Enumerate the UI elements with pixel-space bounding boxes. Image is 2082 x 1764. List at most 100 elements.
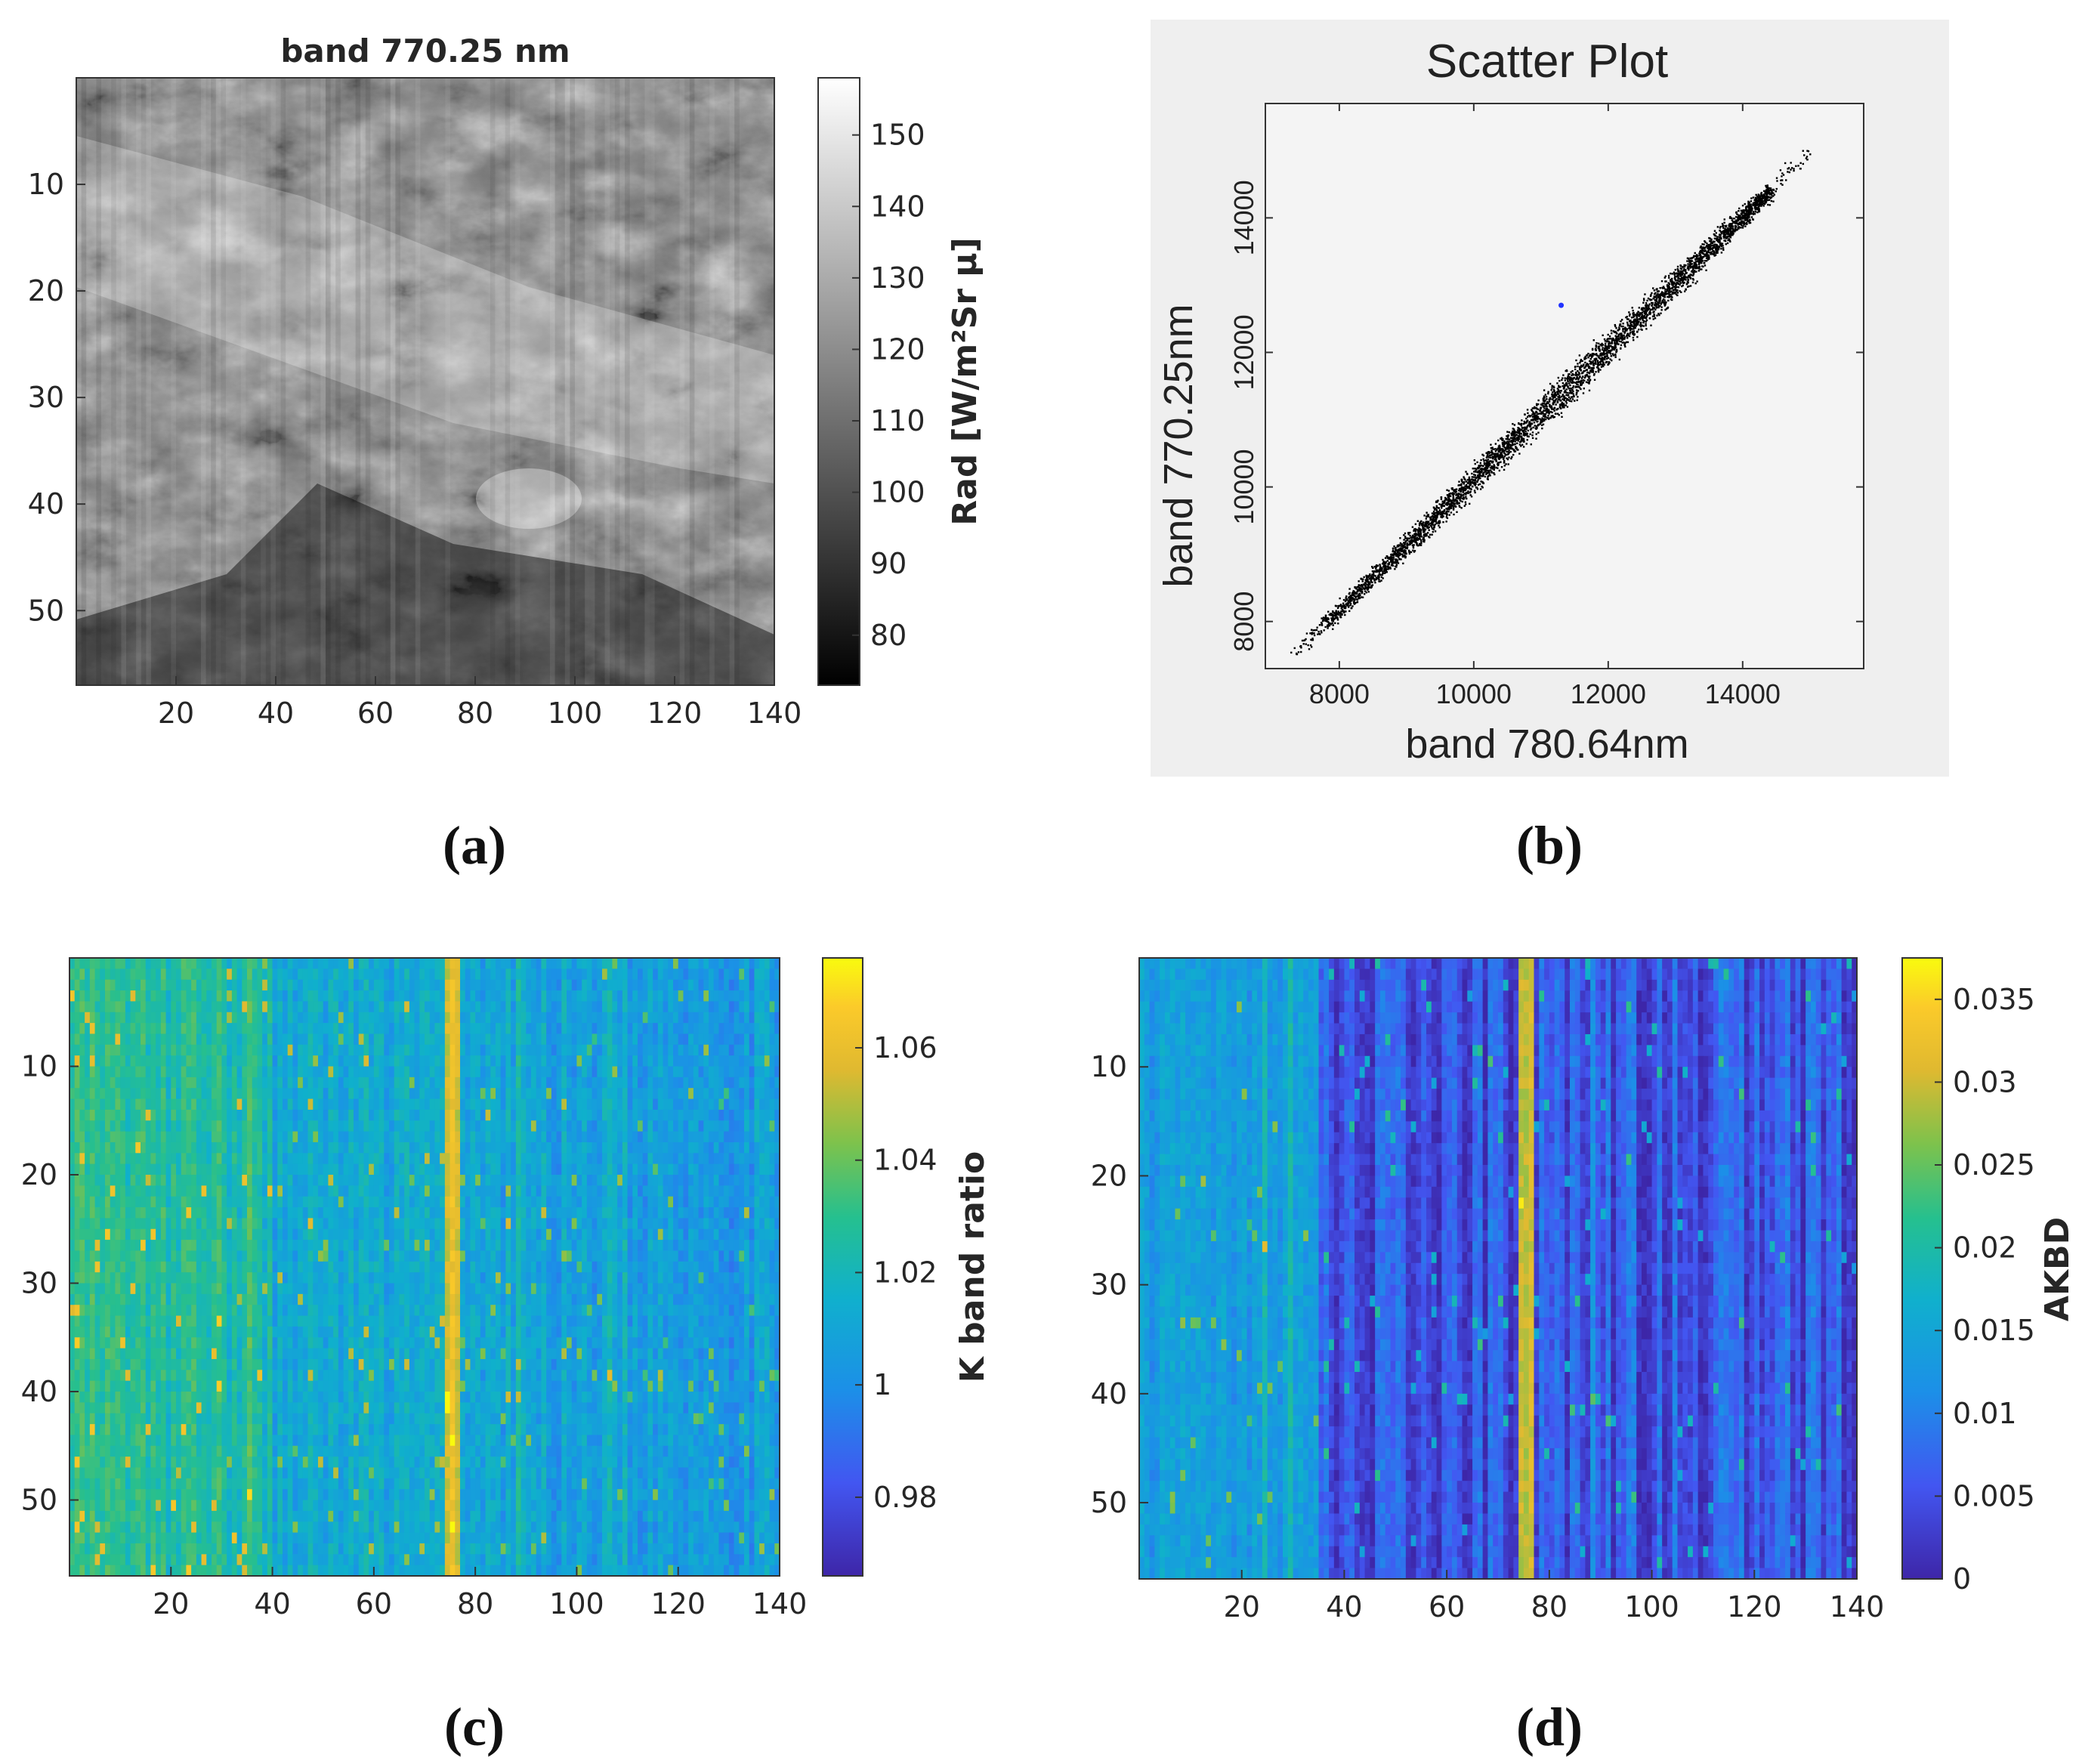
heatmap-cell (212, 1001, 217, 1012)
scatter-point (1620, 337, 1621, 338)
heatmap-cell (709, 990, 714, 1002)
scatter-point (1355, 587, 1356, 589)
scatter-point (1614, 354, 1616, 355)
heatmap-cell (404, 1001, 409, 1012)
image-stripe (221, 78, 226, 685)
scatter-point (1378, 575, 1379, 576)
scatter-point (1585, 364, 1586, 366)
scatter-point (1571, 382, 1573, 384)
scatter-point (1484, 464, 1485, 465)
heatmap-cell (257, 1001, 262, 1012)
scatter-point (1478, 467, 1479, 468)
scatter-point (1456, 497, 1457, 499)
scatter-point (1718, 249, 1719, 250)
scatter-point (1431, 521, 1432, 523)
scatter-point (1620, 335, 1622, 337)
heatmap-cell (440, 958, 445, 969)
heatmap-cell (363, 969, 369, 980)
heatmap-cell (718, 969, 724, 980)
heatmap-cell (668, 958, 673, 969)
heatmap-cell (70, 990, 75, 1002)
heatmap-cell (602, 980, 607, 991)
heatmap-cell (754, 980, 759, 991)
heatmap-cell (450, 969, 456, 980)
heatmap-cell (430, 990, 435, 1002)
image-stripe (590, 78, 595, 685)
scatter-point (1642, 302, 1644, 304)
scatter-point (1610, 353, 1611, 354)
scatter-point (1675, 286, 1676, 288)
heatmap-cell (551, 958, 557, 969)
scatter-point (1580, 360, 1581, 362)
scatter-point (1386, 556, 1388, 558)
scatter-point (1351, 607, 1352, 609)
scatter-point (1313, 632, 1314, 634)
scatter-point (1521, 437, 1523, 439)
scatter-point (1453, 507, 1454, 508)
heatmap-cell (369, 969, 374, 980)
scatter-point (1307, 644, 1308, 646)
heatmap-cell (749, 980, 755, 991)
heatmap-cell (465, 980, 471, 991)
scatter-point (1611, 360, 1612, 361)
heatmap-cell (75, 1001, 80, 1012)
scatter-point (1399, 548, 1401, 549)
heatmap-cell (262, 969, 267, 980)
scatter-point (1365, 581, 1367, 582)
scatter-point (1753, 219, 1754, 221)
scatter-point (1722, 227, 1724, 229)
scatter-point (1564, 377, 1565, 378)
heatmap-cell (283, 990, 288, 1002)
heatmap-cell (221, 980, 227, 991)
scatter-point (1722, 223, 1723, 224)
heatmap-cell (333, 980, 338, 991)
heatmap-cell (683, 958, 688, 969)
scatter-point (1363, 587, 1364, 589)
heatmap-cell (440, 969, 445, 980)
heatmap-cell (100, 980, 105, 991)
scatter-point (1706, 245, 1707, 246)
heatmap-cell (475, 980, 480, 991)
scatter-point (1592, 368, 1593, 369)
scatter-point (1582, 372, 1583, 373)
image-stripe (505, 78, 511, 685)
heatmap-cell (425, 969, 430, 980)
scatter-point (1517, 429, 1518, 431)
heatmap-cell (699, 990, 704, 1002)
scatter-point (1609, 335, 1611, 337)
scatter-point (1496, 461, 1497, 462)
scatter-point (1385, 557, 1386, 558)
scatter-point (1391, 554, 1392, 555)
scatter-point (1631, 324, 1633, 326)
scatter-point (1512, 441, 1513, 443)
heatmap-cell (247, 1001, 252, 1012)
scatter-point (1791, 167, 1793, 168)
heatmap-cell (480, 1001, 486, 1012)
heatmap-cell (227, 980, 232, 991)
scatter-point (1652, 315, 1654, 317)
scatter-point (1396, 555, 1398, 557)
scatter-point (1461, 495, 1463, 496)
scatter-point (1434, 521, 1435, 522)
scatter-point (1735, 212, 1737, 213)
scatter-point (1664, 290, 1666, 292)
scatter-point (1348, 610, 1350, 612)
scatter-point (1624, 342, 1626, 344)
scatter-point (1541, 417, 1543, 419)
scatter-point (1433, 525, 1435, 527)
scatter-point (1511, 456, 1512, 458)
scatter-point (1547, 415, 1549, 416)
scatter-point (1399, 555, 1401, 556)
image-stripe (326, 78, 331, 685)
heatmap-cell (739, 969, 744, 980)
scatter-point (1575, 378, 1577, 380)
scatter-point (1744, 214, 1746, 215)
scatter-point (1653, 318, 1654, 320)
scatter-point (1704, 260, 1706, 261)
scatter-point (1474, 490, 1475, 491)
heatmap-cell (622, 990, 628, 1002)
scatter-point (1532, 427, 1534, 428)
scatter-point (1569, 379, 1571, 381)
scatter-point (1507, 453, 1509, 455)
scatter-point (1553, 400, 1555, 402)
